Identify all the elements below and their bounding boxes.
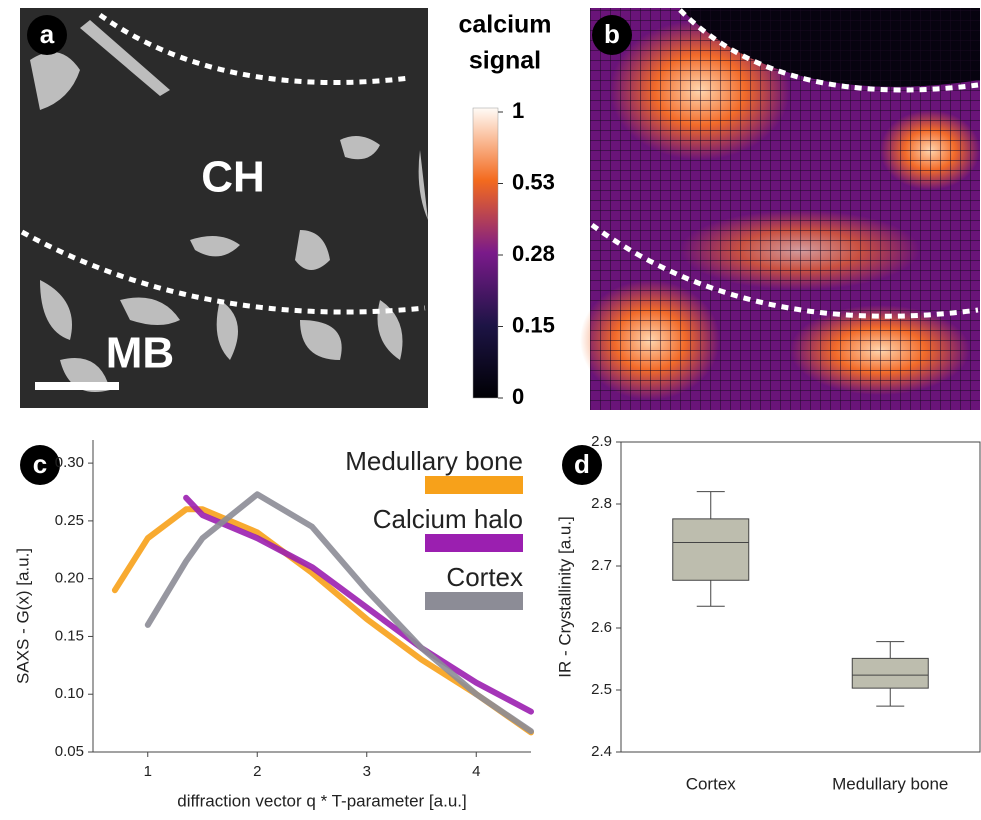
y-tick-label: 2.5 [591,681,612,698]
panel-label-badge [27,15,67,55]
legend-label: Cortex [446,562,523,592]
panel-label-badge [562,445,602,485]
calcium-map [580,8,980,410]
x-tick-label: 3 [363,763,371,780]
y-tick-label: 2.9 [591,433,612,450]
x-tick-label: Cortex [686,774,737,793]
y-tick-label: 2.4 [591,743,612,760]
legend-swatch [425,534,523,552]
colorbar-tick-label: 0.15 [512,312,555,337]
region-label: MB [106,329,174,378]
x-tick-label: 2 [253,763,261,780]
colorbar-title: calcium [458,11,551,39]
plot-frame [620,441,981,753]
panel-label: c [33,449,47,479]
series-line [183,494,534,715]
micrograph: CH MB [20,8,428,408]
region-label: CH [201,153,265,202]
y-tick-label: 0.05 [55,743,84,760]
y-tick-label: 0.20 [55,570,84,587]
legend-swatch [425,592,523,610]
panel-label: b [604,19,620,49]
legend-swatch [425,476,523,494]
y-tick-label: 2.7 [591,557,612,574]
colorbar: calcium signal [458,11,552,399]
panel-label: d [574,449,590,479]
y-tick-label: 0.10 [55,685,84,702]
colorbar-tick-label: 0 [512,384,524,409]
colorbar-title: signal [469,47,541,75]
x-tick-label: 4 [472,763,480,780]
box [851,657,929,689]
y-tick-label: 2.8 [591,495,612,512]
colorbar-tick-label: 0.53 [512,169,555,194]
x-axis-label: diffraction vector q * T-parameter [a.u.… [177,791,466,810]
y-tick-label: 0.30 [55,454,84,471]
panel-label: a [40,19,55,49]
box [672,518,750,581]
x-tick-label: 1 [144,763,152,780]
series-line [144,491,534,735]
y-tick-label: 0.15 [55,627,84,644]
legend-label: Medullary bone [345,446,523,476]
colorbar-tick-label: 0.28 [512,241,555,266]
x-tick-label: Medullary bone [832,774,948,793]
y-tick-label: 0.25 [55,512,84,529]
panel-label-badge [592,15,632,55]
y-tick-label: 2.6 [591,619,612,636]
colorbar-tick-label: 1 [512,98,524,123]
legend-label: Calcium halo [373,504,523,534]
panel-label-badge [20,445,60,485]
y-axis-label: SAXS - G(x) [a.u.] [13,548,32,684]
y-axis-label: IR - Crystallinity [a.u.] [555,516,574,678]
